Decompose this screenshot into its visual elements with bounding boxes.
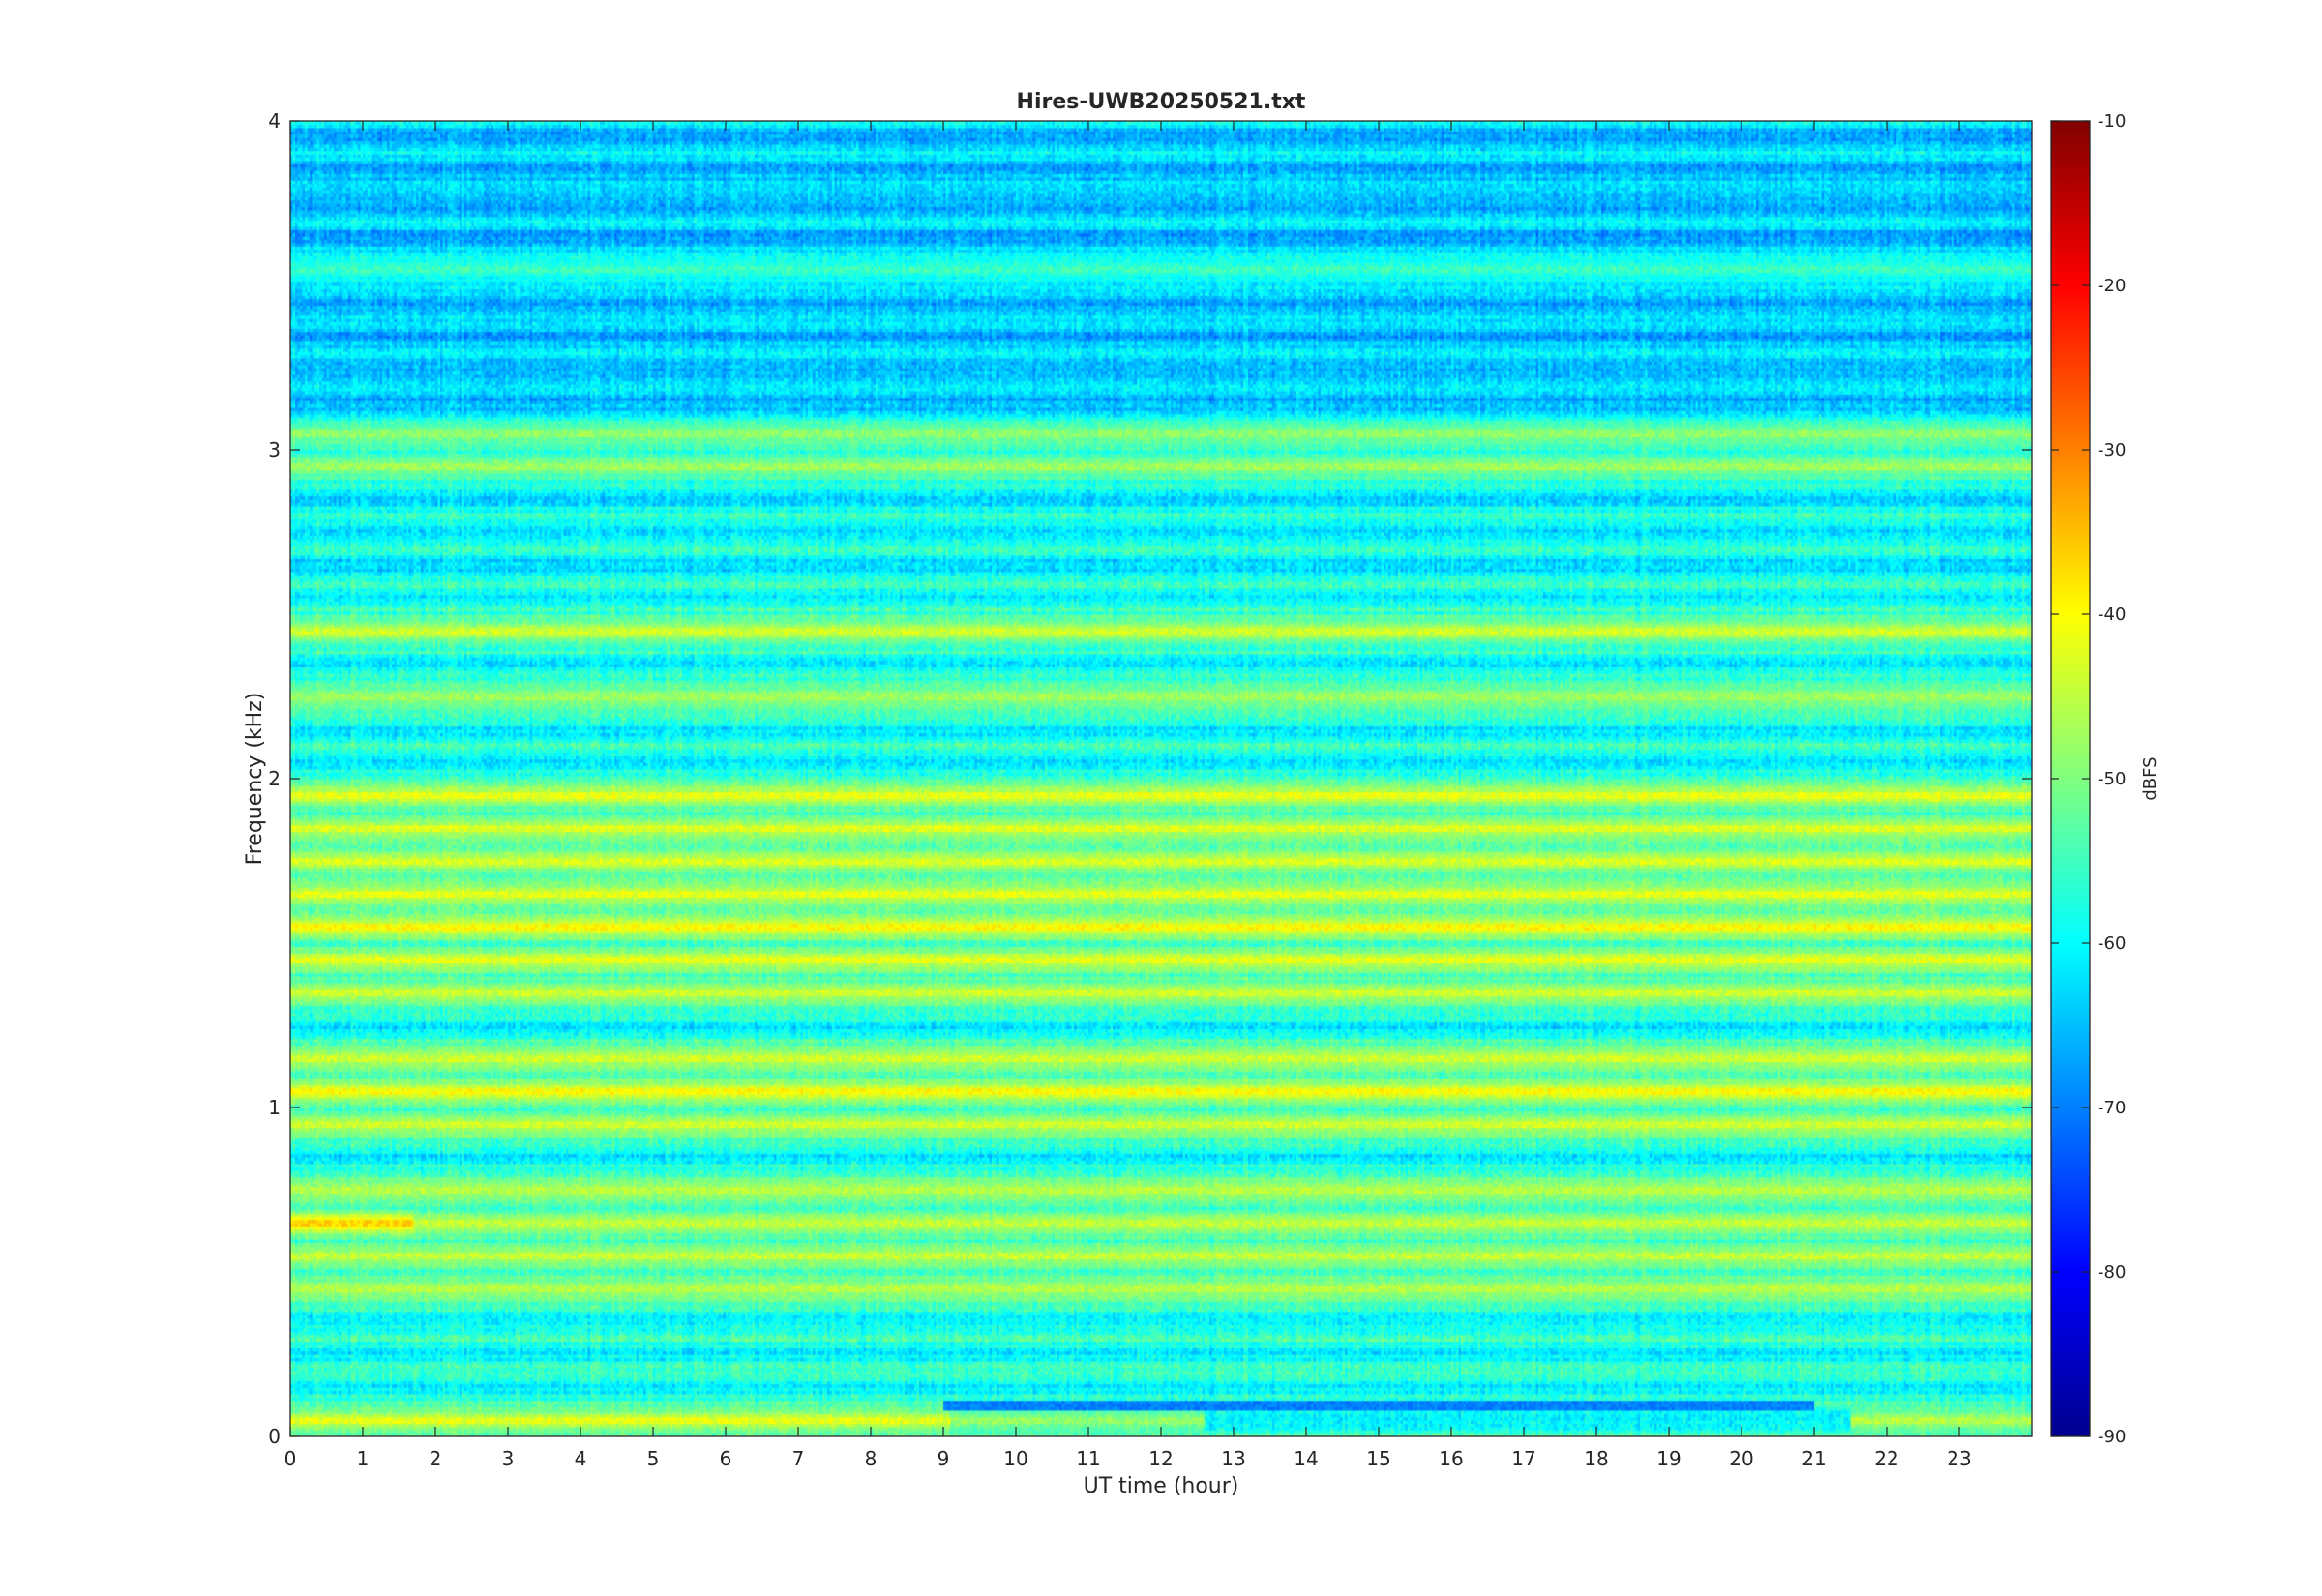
x-tick-label: 20 [1729,1447,1753,1470]
heatmap-image [290,121,2032,1436]
y-tick-label: 4 [268,109,281,133]
x-tick-label: 7 [792,1447,805,1470]
x-tick-label: 6 [720,1447,732,1470]
colorbar-tick-label: -90 [2098,1427,2126,1447]
x-tick-label: 22 [1874,1447,1898,1470]
x-tick-label: 14 [1294,1447,1318,1470]
chart-title: Hires-UWB20250521.txt [1017,90,1306,114]
colorbar-label: dBFS [2140,756,2160,800]
x-tick-label: 21 [1801,1447,1826,1470]
x-tick-label: 23 [1947,1447,1971,1470]
x-tick-label: 4 [575,1447,587,1470]
colorbar-tick-label: -50 [2098,769,2126,789]
y-axis: 0 1 2 3 4 [268,109,2032,1448]
x-tick-label: 0 [284,1447,297,1470]
colorbar-tick-label: -10 [2098,111,2126,132]
x-tick-label: 1 [357,1447,370,1470]
x-tick-label: 16 [1439,1447,1463,1470]
x-tick-label: 11 [1076,1447,1100,1470]
colorbar-tick-label: -20 [2098,276,2126,296]
colorbar: -90 -80 -70 -60 -50 -40 -30 -20 -10 dBFS [2050,111,2160,1447]
colorbar-tick-label: -30 [2098,440,2126,460]
x-axis-label: UT time (hour) [1084,1474,1239,1498]
x-tick-label: 17 [1511,1447,1535,1470]
colorbar-tick-label: -80 [2098,1262,2126,1283]
y-tick-label: 0 [268,1425,281,1448]
x-tick-label: 2 [430,1447,442,1470]
x-tick-label: 18 [1584,1447,1608,1470]
x-tick-label: 12 [1148,1447,1173,1470]
x-axis: 0 1 2 3 4 5 6 7 8 9 10 11 12 13 14 15 16 17 18 19 20 21 22 23 [284,121,1972,1470]
colorbar-tick-label: -40 [2098,605,2126,625]
y-tick-label: 1 [268,1096,281,1119]
x-tick-label: 19 [1656,1447,1681,1470]
x-tick-label: 13 [1221,1447,1245,1470]
x-tick-label: 3 [502,1447,515,1470]
x-tick-label: 10 [1003,1447,1027,1470]
plot-area [289,120,2033,1437]
x-tick-label: 15 [1366,1447,1390,1470]
x-tick-label: 5 [647,1447,660,1470]
x-tick-label: 9 [938,1447,950,1470]
colorbar-tick-label: -70 [2098,1098,2126,1118]
colorbar-tick-label: -60 [2098,933,2126,954]
y-axis-label: Frequency (kHz) [243,693,267,866]
y-tick-label: 3 [268,438,281,461]
x-tick-label: 8 [865,1447,878,1470]
colorbar-ticks: -90 -80 -70 -60 -50 -40 -30 -20 -10 [2051,111,2126,1447]
y-tick-label: 2 [268,767,281,790]
